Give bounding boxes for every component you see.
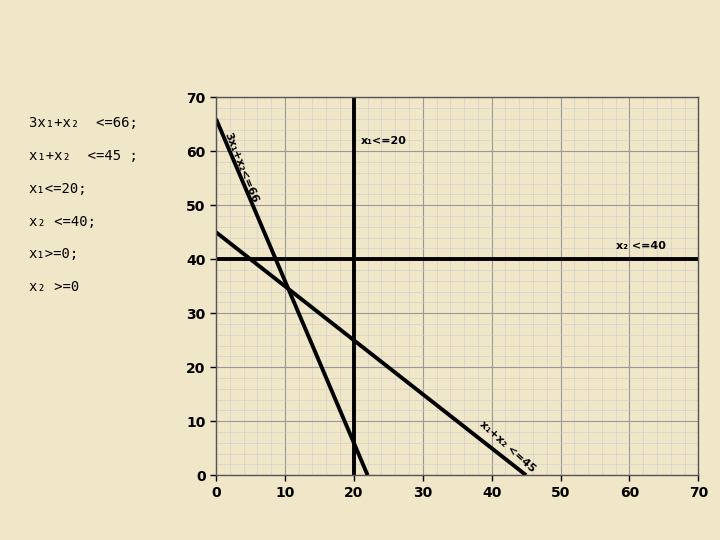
Text: x₂ <=40;: x₂ <=40; [29,214,96,228]
Text: x₁<=20;: x₁<=20; [29,182,87,196]
Text: 3x₁+x₂<=66: 3x₁+x₂<=66 [223,131,261,205]
Text: x₁+x₂ <=45: x₁+x₂ <=45 [478,419,537,474]
Text: x₂ >=0: x₂ >=0 [29,280,79,294]
Text: x₂ <=40: x₂ <=40 [616,241,665,251]
Text: 3x₁+x₂  <=66;: 3x₁+x₂ <=66; [29,116,138,130]
Text: x₁+x₂  <=45 ;: x₁+x₂ <=45 ; [29,149,138,163]
Text: x₁>=0;: x₁>=0; [29,247,79,261]
Text: x₁<=20: x₁<=20 [361,136,407,146]
